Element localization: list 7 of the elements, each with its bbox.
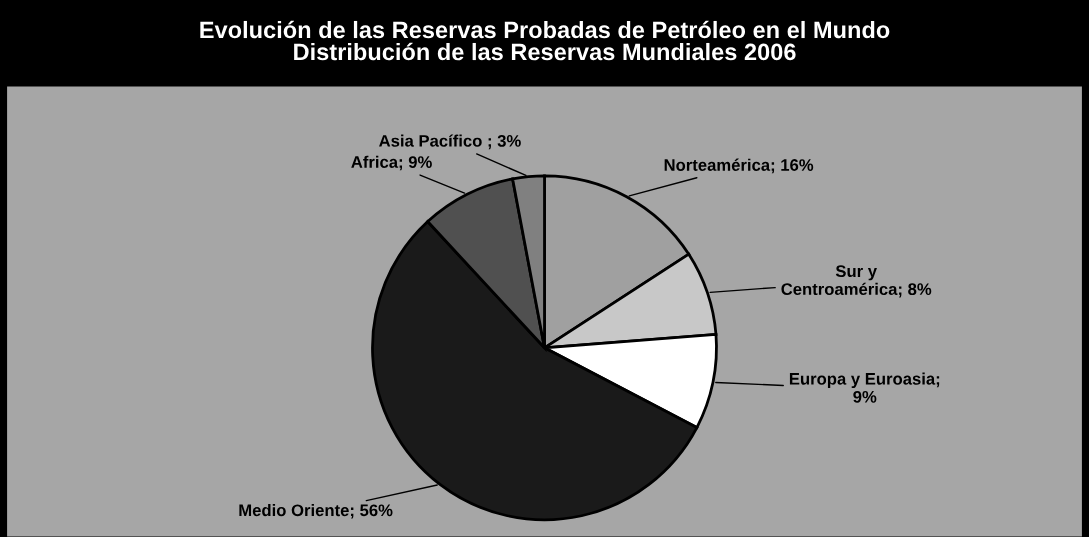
slice-label: Medio Oriente; 56% <box>239 503 393 519</box>
slice-label: Sur y Centroamérica; 8% <box>781 265 932 298</box>
slice-label: Asia Pacífico ; 3% <box>379 134 521 150</box>
slice-label: Europa y Euroasia; 9% <box>789 372 940 403</box>
chart-title: Evolución de las Reservas Probadas de Petróleo en el Mundo Distribución de las Reservas Mundiales 2006 <box>200 20 890 61</box>
slice-label: Africa; 9% <box>351 155 432 171</box>
slice-label: Norteamérica; 16% <box>664 158 814 174</box>
